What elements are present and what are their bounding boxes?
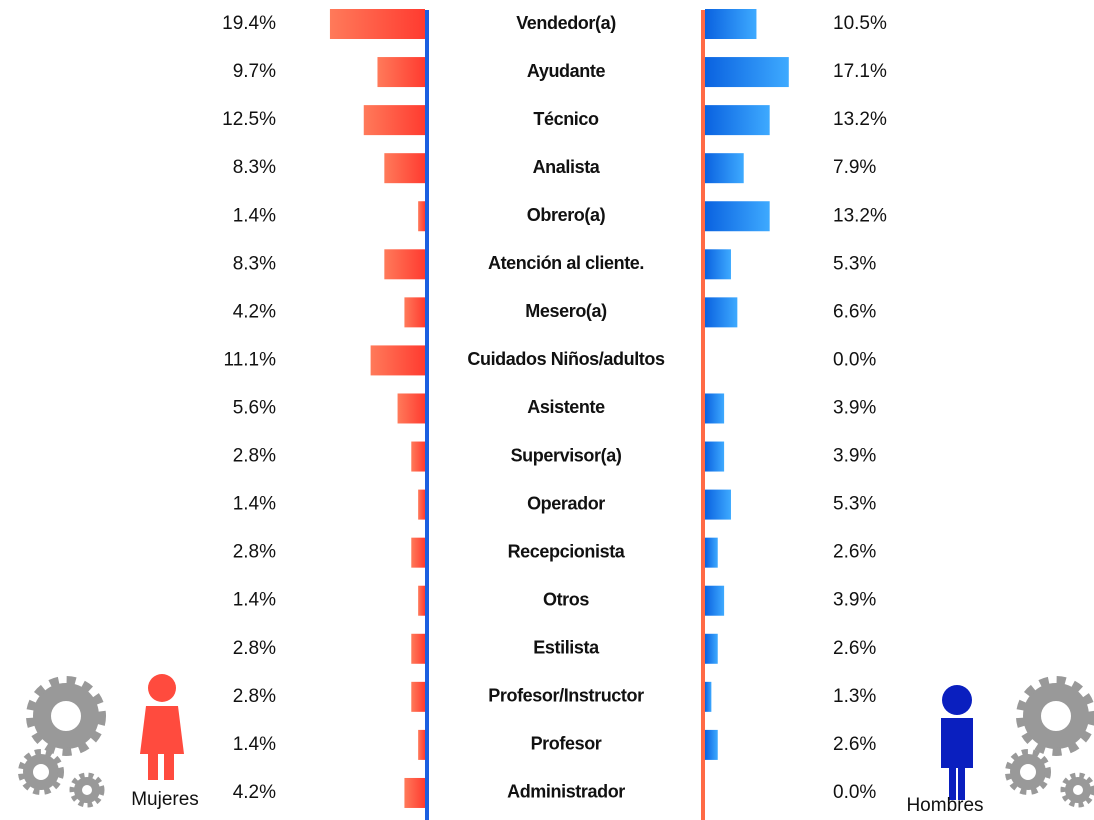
value-label: 1.4% (233, 734, 276, 755)
bar (705, 9, 757, 39)
value-label: 3.9% (833, 446, 876, 467)
bar (411, 681, 425, 712)
category-label: Profesor/Instructor (488, 686, 644, 706)
category-label: Estilista (533, 638, 600, 658)
value-label: 0.0% (833, 782, 876, 803)
value-label: 1.4% (233, 494, 276, 515)
value-label: 17.1% (833, 61, 887, 82)
value-label: 8.3% (233, 157, 276, 178)
value-label: 3.9% (833, 397, 876, 418)
value-label: 8.3% (233, 253, 276, 274)
value-label: 3.9% (833, 590, 876, 611)
value-label: 5.3% (833, 494, 876, 515)
value-label: 2.8% (233, 686, 276, 707)
category-label: Recepcionista (508, 541, 626, 561)
bar (418, 585, 425, 616)
value-label: 19.4% (222, 13, 276, 34)
category-label: Otros (543, 589, 589, 609)
bar (397, 393, 425, 424)
value-label: 11.1% (224, 349, 277, 370)
bar (329, 9, 425, 39)
category-label: Cuidados Niños/adultos (467, 349, 665, 369)
gears-icon-left (18, 676, 106, 808)
bar (705, 537, 718, 568)
gears-icon-right (1005, 676, 1094, 808)
bar (384, 153, 425, 184)
bar (404, 777, 425, 808)
bar (411, 633, 425, 664)
value-label: 2.6% (833, 638, 876, 659)
value-label: 6.6% (833, 301, 876, 322)
bar (418, 201, 425, 232)
woman-icon (140, 674, 184, 780)
value-label: 9.7% (233, 61, 276, 82)
category-label: Atención al cliente. (488, 253, 644, 273)
category-label: Técnico (533, 109, 599, 129)
bar (705, 201, 770, 232)
value-label: 0.0% (833, 349, 876, 370)
value-label: 1.4% (233, 205, 276, 226)
category-label: Supervisor(a) (511, 445, 622, 465)
bar (705, 729, 718, 760)
value-label: 13.2% (833, 205, 887, 226)
bar (705, 393, 725, 424)
value-label: 5.3% (833, 253, 876, 274)
value-label: 1.3% (833, 686, 876, 707)
bar (705, 249, 731, 280)
bar (411, 537, 425, 568)
bar (705, 153, 744, 184)
bar (411, 441, 425, 472)
value-label: 13.2% (833, 109, 887, 130)
bar (404, 297, 425, 328)
value-label: 7.9% (833, 157, 876, 178)
bar (377, 57, 425, 88)
category-label: Ayudante (527, 61, 606, 81)
bar (705, 297, 738, 328)
bar (363, 105, 425, 136)
bar (418, 729, 425, 760)
category-label: Operador (527, 493, 605, 513)
value-label: 2.8% (233, 446, 276, 467)
value-label: 2.8% (233, 542, 276, 563)
legend-label: Mujeres (131, 789, 199, 810)
value-label: 2.6% (833, 734, 876, 755)
bar (705, 489, 731, 520)
category-label: Administrador (507, 782, 625, 802)
bar (705, 681, 712, 712)
bar (705, 441, 725, 472)
bar (418, 489, 425, 520)
value-label: 10.5% (833, 13, 887, 34)
man-icon (941, 685, 973, 800)
bar (370, 345, 425, 376)
bar (705, 57, 789, 88)
value-label: 5.6% (233, 397, 276, 418)
legend-label: Hombres (906, 795, 983, 816)
value-label: 2.6% (833, 542, 876, 563)
category-label: Profesor (531, 734, 602, 754)
bar (384, 249, 425, 280)
value-label: 2.8% (233, 638, 276, 659)
category-label: Mesero(a) (525, 301, 607, 321)
category-label: Vendedor(a) (516, 13, 616, 33)
value-label: 4.2% (233, 301, 276, 322)
category-label: Asistente (527, 397, 605, 417)
bar (705, 105, 770, 136)
value-label: 1.4% (233, 590, 276, 611)
category-label: Analista (533, 157, 601, 177)
bar (705, 585, 725, 616)
bar (705, 633, 718, 664)
category-label: Obrero(a) (527, 205, 606, 225)
value-label: 12.5% (222, 109, 276, 130)
value-label: 4.2% (233, 782, 276, 803)
